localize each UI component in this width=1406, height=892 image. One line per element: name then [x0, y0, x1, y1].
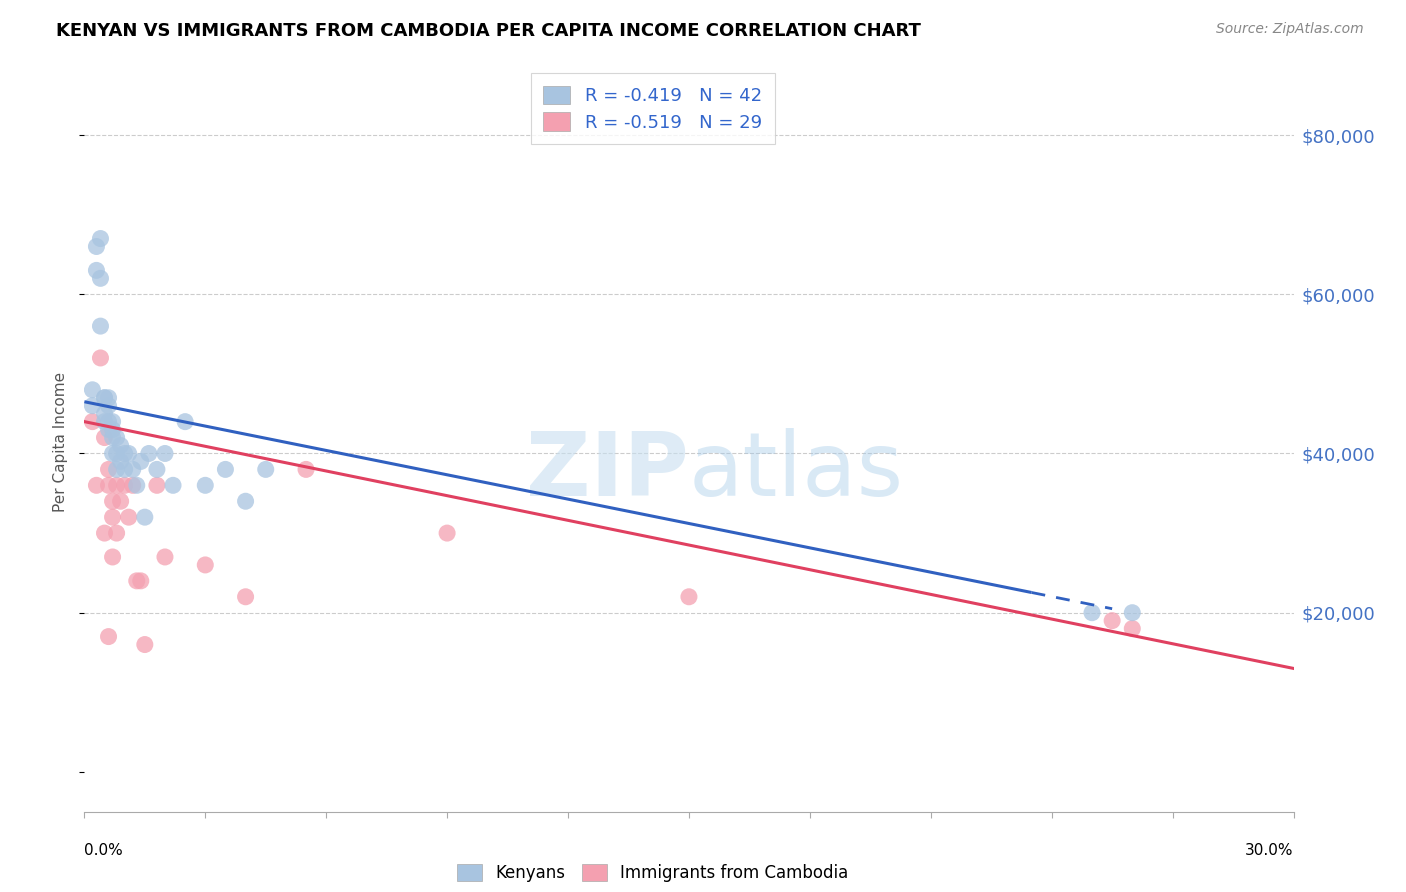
Point	[114, 446, 136, 460]
Point	[121, 462, 143, 476]
Point	[1121, 622, 1143, 636]
Point	[146, 462, 169, 476]
Point	[162, 478, 184, 492]
Text: Source: ZipAtlas.com: Source: ZipAtlas.com	[1216, 22, 1364, 37]
Point	[1101, 614, 1123, 628]
Point	[97, 630, 120, 644]
Point	[114, 462, 136, 476]
Point	[93, 391, 115, 405]
Point	[214, 462, 236, 476]
Point	[82, 383, 104, 397]
Point	[97, 415, 120, 429]
Point	[153, 549, 176, 564]
Text: atlas: atlas	[689, 427, 904, 515]
Point	[436, 526, 458, 541]
Point	[121, 478, 143, 492]
Point	[110, 494, 132, 508]
Text: 30.0%: 30.0%	[1246, 843, 1294, 858]
Point	[134, 510, 156, 524]
Point	[138, 446, 160, 460]
Point	[89, 351, 111, 365]
Point	[295, 462, 318, 476]
Point	[129, 454, 152, 468]
Point	[97, 391, 120, 405]
Point	[82, 415, 104, 429]
Point	[235, 590, 257, 604]
Point	[678, 590, 700, 604]
Point	[1121, 606, 1143, 620]
Point	[89, 231, 111, 245]
Point	[118, 510, 141, 524]
Point	[93, 415, 115, 429]
Point	[129, 574, 152, 588]
Point	[134, 638, 156, 652]
Point	[101, 494, 124, 508]
Point	[114, 478, 136, 492]
Point	[174, 415, 197, 429]
Point	[110, 454, 132, 468]
Point	[86, 478, 108, 492]
Point	[105, 431, 128, 445]
Point	[93, 391, 115, 405]
Text: KENYAN VS IMMIGRANTS FROM CAMBODIA PER CAPITA INCOME CORRELATION CHART: KENYAN VS IMMIGRANTS FROM CAMBODIA PER C…	[56, 22, 921, 40]
Point	[125, 574, 148, 588]
Point	[101, 431, 124, 445]
Point	[153, 446, 176, 460]
Point	[146, 478, 169, 492]
Point	[101, 510, 124, 524]
Point	[93, 526, 115, 541]
Point	[97, 462, 120, 476]
Legend: Kenyans, Immigrants from Cambodia: Kenyans, Immigrants from Cambodia	[450, 857, 855, 888]
Point	[93, 431, 115, 445]
Point	[1081, 606, 1104, 620]
Point	[89, 271, 111, 285]
Point	[235, 494, 257, 508]
Point	[101, 446, 124, 460]
Y-axis label: Per Capita Income: Per Capita Income	[53, 371, 69, 512]
Point	[105, 526, 128, 541]
Text: 0.0%: 0.0%	[84, 843, 124, 858]
Point	[194, 478, 217, 492]
Point	[86, 263, 108, 277]
Point	[118, 446, 141, 460]
Text: ZIP: ZIP	[526, 427, 689, 515]
Point	[105, 462, 128, 476]
Point	[101, 549, 124, 564]
Point	[82, 399, 104, 413]
Point	[105, 446, 128, 460]
Point	[110, 438, 132, 452]
Point	[86, 239, 108, 253]
Point	[97, 399, 120, 413]
Point	[105, 478, 128, 492]
Point	[97, 478, 120, 492]
Point	[97, 423, 120, 437]
Point	[93, 407, 115, 421]
Point	[101, 423, 124, 437]
Point	[89, 319, 111, 334]
Point	[125, 478, 148, 492]
Point	[254, 462, 277, 476]
Point	[101, 415, 124, 429]
Point	[194, 558, 217, 572]
